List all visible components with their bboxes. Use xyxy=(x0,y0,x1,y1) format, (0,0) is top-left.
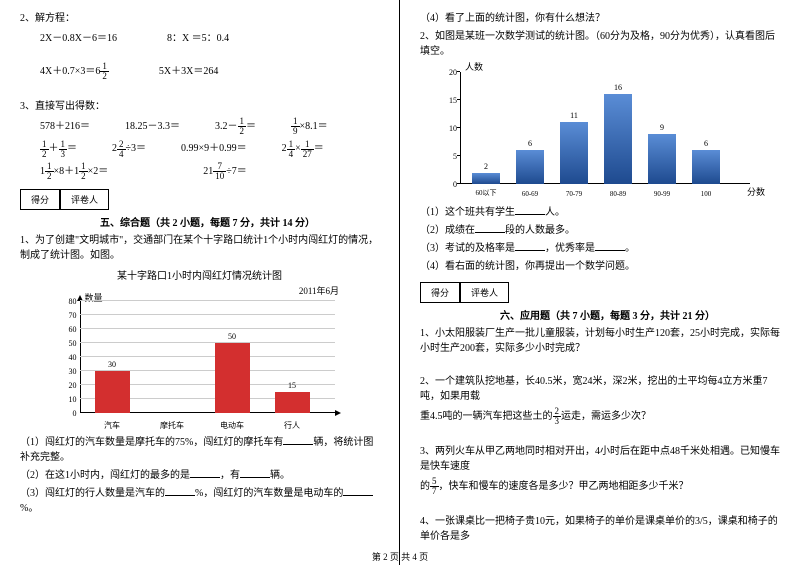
eq: 5X＋3X＝264 xyxy=(159,62,218,81)
sub-q1: （1）闯红灯的汽车数量是摩托车的75%，闯红灯的摩托车有辆，将统计图补充完整。 xyxy=(20,435,379,465)
score-box: 得分 评卷人 xyxy=(420,282,780,303)
q2-row1: 2X－0.8X－6＝16 8：X ＝5：0.4 xyxy=(40,29,379,44)
eq: 578＋216＝ xyxy=(40,117,90,136)
bar xyxy=(215,343,250,413)
q3-r1: 578＋216＝ 18.25－3.3＝ 3.2－12＝ 19×8.1＝ xyxy=(20,117,379,136)
eq: 19×8.1＝ xyxy=(291,117,328,136)
x-axis-label: 分数 xyxy=(747,185,765,198)
sub-q3: （3）闯红灯的行人数量是汽车的%，闯红灯的汽车数量是电动车的%。 xyxy=(20,486,379,516)
bar-chart-2: 人数 分数 05101520260以下660-691170-791680-899… xyxy=(440,62,760,202)
sub-3: （3）考试的及格率是，优秀率是。 xyxy=(420,241,780,256)
bar xyxy=(95,371,130,413)
eq: 4X＋0.7×3＝612 xyxy=(40,62,109,81)
eq: 224÷3＝ xyxy=(112,139,146,158)
chart1-date: 2011年6月 xyxy=(20,284,379,297)
eq: 18.25－3.3＝ xyxy=(125,117,180,136)
eq: 8：X ＝5：0.4 xyxy=(167,29,229,44)
y-axis-label: 人数 xyxy=(465,60,483,73)
eq: 112×8＋112×2＝ xyxy=(40,162,108,181)
sub-2: （2）成绩在段的人数最多。 xyxy=(420,223,780,238)
grader-label: 评卷人 xyxy=(460,282,509,303)
eq: 21710÷7＝ xyxy=(203,162,247,181)
y-axis xyxy=(460,72,461,184)
app-2b: 重4.5吨的一辆汽车把这些土的23运走，需运多少次？ xyxy=(420,407,780,426)
arrow-right-icon xyxy=(335,410,341,416)
bar xyxy=(560,122,588,184)
sub-q2: （2）在这1小时内，闯红灯的最多的是，有辆。 xyxy=(20,468,379,483)
q2-row2: 4X＋0.7×3＝612 5X＋3X＝264 xyxy=(40,62,379,81)
right-column: （4）看了上面的统计图，你有什么想法？ 2、如图是某班一次数学测试的统计图。（6… xyxy=(400,0,800,565)
sub-q4: （4）看了上面的统计图，你有什么想法？ xyxy=(420,11,780,26)
section-5-title: 五、综合题（共 2 小题，每题 7 分，共计 14 分） xyxy=(20,214,379,229)
app-3b: 的57，快车和慢车的速度各是多少？甲乙两地相距多少千米？ xyxy=(420,477,780,496)
bar xyxy=(516,150,544,184)
bar xyxy=(648,134,676,184)
eq: 12＋13＝ xyxy=(40,139,77,158)
q3-r2: 12＋13＝ 224÷3＝ 0.99×9＋0.99＝ 214×127＝ xyxy=(20,139,379,158)
bar xyxy=(472,173,500,184)
chart1-title: 某十字路口1小时内闯红灯情况统计图 xyxy=(20,267,379,282)
q2-title: 2、解方程： xyxy=(20,11,379,26)
sub-4: （4）看右面的统计图，你再提出一个数学问题。 xyxy=(420,259,780,274)
y-axis-label: 数量 xyxy=(85,291,103,304)
q3-title: 3、直接写出得数： xyxy=(20,99,379,114)
grader-label: 评卷人 xyxy=(60,189,109,210)
score-label: 得分 xyxy=(420,282,460,303)
problem-2: 2、如图是某班一次数学测试的统计图。（60分为及格，90分为优秀），认真看图后填… xyxy=(420,29,780,59)
bar xyxy=(604,94,632,184)
app-1: 1、小太阳服装厂生产一批儿童服装，计划每小时生产120套，25小时完成，实际每小… xyxy=(420,326,780,356)
y-axis xyxy=(80,301,81,413)
bar xyxy=(275,392,310,413)
app-4: 4、一张课桌比一把椅子贵10元，如果椅子的单价是课桌单价的3/5，课桌和椅子的单… xyxy=(420,514,780,544)
bar xyxy=(692,150,720,184)
eq: 3.2－12＝ xyxy=(215,117,256,136)
sub-1: （1）这个班共有学生人。 xyxy=(420,205,780,220)
eq: 214×127＝ xyxy=(282,139,324,158)
app-3a: 3、两列火车从甲乙两地同时相对开出，4小时后在距中点48千米处相遇。已知慢车是快… xyxy=(420,444,780,474)
eq: 0.99×9＋0.99＝ xyxy=(181,139,247,158)
left-column: 2、解方程： 2X－0.8X－6＝16 8：X ＝5：0.4 4X＋0.7×3＝… xyxy=(0,0,400,565)
problem-1: 1、为了创建"文明城市"，交通部门在某个十字路口统计1个小时内闯红灯的情况，制成… xyxy=(20,233,379,263)
eq: 2X－0.8X－6＝16 xyxy=(40,29,117,44)
bar-chart-1: 数量 0102030405060708030汽车摩托车50电动车15行人 xyxy=(55,301,345,431)
score-label: 得分 xyxy=(20,189,60,210)
score-box: 得分 评卷人 xyxy=(20,189,379,210)
page-footer: 第 2 页 共 4 页 xyxy=(0,550,800,563)
app-2a: 2、一个建筑队挖地基，长40.5米，宽24米，深2米，挖出的土平均每4立方米重7… xyxy=(420,374,780,404)
section-6-title: 六、应用题（共 7 小题，每题 3 分，共计 21 分） xyxy=(420,307,780,322)
q3-r3: 112×8＋112×2＝ 21710÷7＝ xyxy=(20,162,379,181)
